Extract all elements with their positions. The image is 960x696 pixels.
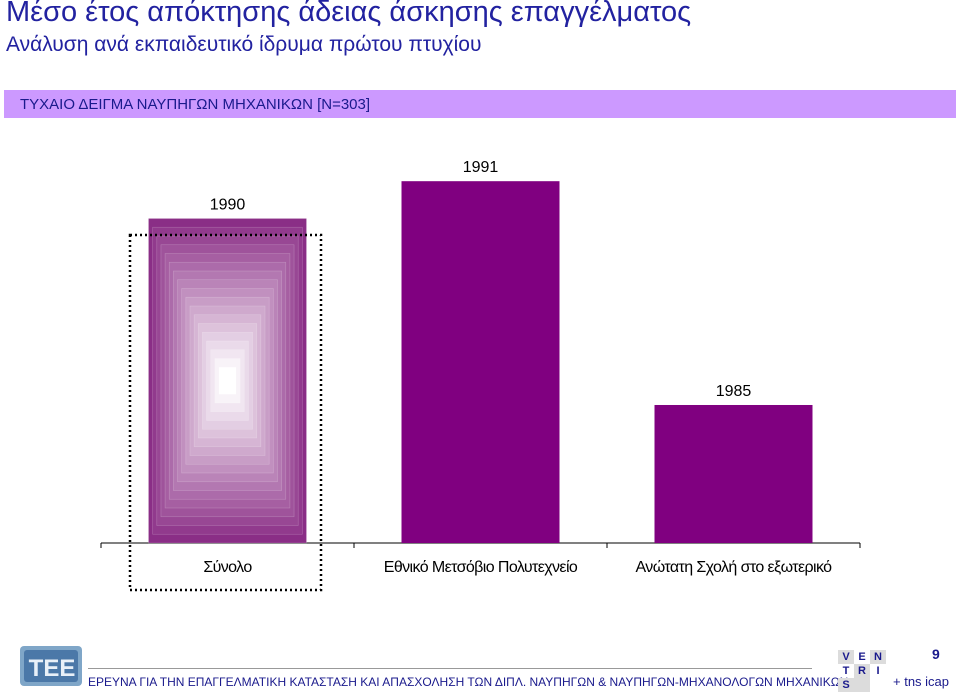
category-label: Εθνικό Μετσόβιο Πολυτεχνείο bbox=[384, 559, 578, 576]
vent-logo: V E N T R I S bbox=[838, 650, 886, 692]
venn-letter: R bbox=[854, 664, 870, 678]
tee-logo: TEE bbox=[20, 646, 82, 686]
sample-banner-label: ΤΥΧΑΙΟ ΔΕΙΓΜΑ ΝΑΥΠΗΓΩΝ ΜΗΧΑΝΙΚΩΝ [Ν=303] bbox=[20, 96, 371, 113]
venn-letter: I bbox=[876, 665, 880, 677]
bar-chart: 1990 Σύνολο 1991 Εθνικό Μετσόβιο Πολυτεχνεί… bbox=[100, 159, 861, 592]
page-title: Μέσο έτος απόκτησης άδειας άσκησης επαγγ… bbox=[6, 0, 692, 28]
data-label: 1991 bbox=[463, 159, 499, 176]
data-label: 1990 bbox=[210, 196, 246, 213]
bar bbox=[401, 181, 560, 543]
category-label: Σύνολο bbox=[203, 559, 252, 576]
venn-letter: S bbox=[838, 678, 854, 692]
highlight-frame bbox=[128, 233, 323, 592]
venn-letter: T bbox=[842, 665, 850, 677]
tns-icap-logo: + tns icap bbox=[893, 674, 950, 689]
sample-banner: ΤΥΧΑΙΟ ΔΕΙΓΜΑ ΝΑΥΠΗΓΩΝ ΜΗΧΑΝΙΚΩΝ [Ν=303] bbox=[4, 90, 956, 118]
footer-text: ΕΡΕΥΝΑ ΓΙΑ ΤΗΝ ΕΠΑΓΓΕΛΜΑΤΙΚΗ ΚΑΤΑΣΤΑΣΗ Κ… bbox=[88, 675, 849, 689]
bar bbox=[654, 404, 813, 543]
venn-letter: V bbox=[838, 650, 854, 664]
page-subtitle: Ανάλυση ανά εκπαιδευτικό ίδρυμα πρώτου π… bbox=[6, 33, 482, 56]
venn-letter: N bbox=[870, 650, 886, 664]
venn-letter: E bbox=[858, 651, 866, 663]
category-label: Ανώτατη Σχολή στο εξωτερικό bbox=[636, 559, 833, 576]
page-number: 9 bbox=[932, 646, 940, 662]
svg-text:TEE: TEE bbox=[29, 655, 76, 682]
data-label: 1985 bbox=[716, 383, 752, 400]
bar-gradient-ring bbox=[218, 366, 237, 395]
footer-rule bbox=[88, 668, 812, 669]
